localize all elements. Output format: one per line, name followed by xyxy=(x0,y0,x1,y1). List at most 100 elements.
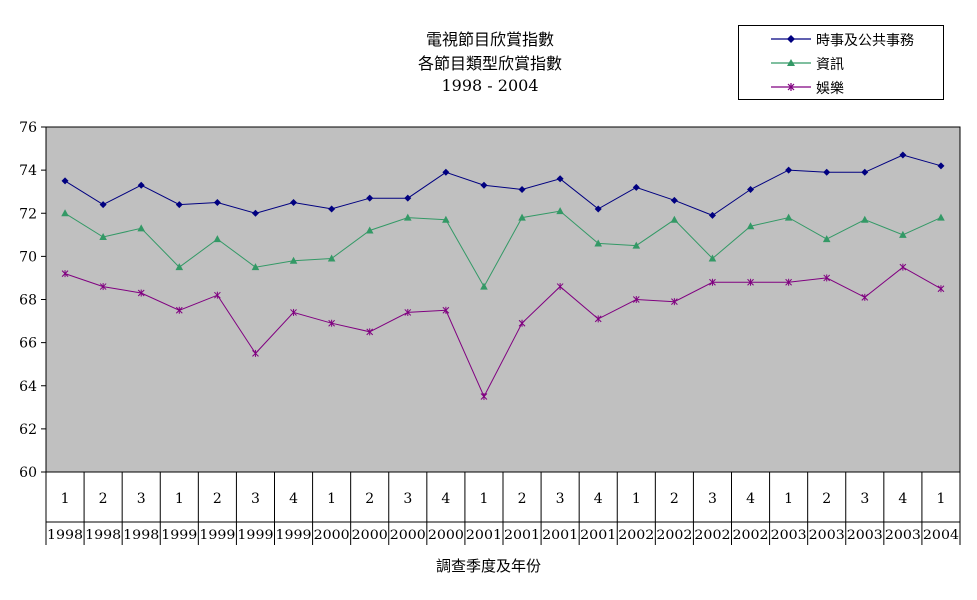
data-point-star xyxy=(899,263,907,271)
chart-title-line-1: 電視節目欣賞指數 xyxy=(425,30,554,49)
x-tick-label-quarter: 1 xyxy=(479,491,488,507)
chart-title-line-2: 各節目類型欣賞指數 xyxy=(417,54,562,73)
x-tick-label-quarter: 1 xyxy=(61,491,70,507)
data-point-triangle xyxy=(480,282,488,290)
y-tick-label: 62 xyxy=(19,422,37,438)
x-tick-label-quarter: 3 xyxy=(251,491,260,507)
data-point-diamond xyxy=(556,175,564,183)
data-point-diamond xyxy=(861,168,869,176)
x-tick-label-year: 2003 xyxy=(771,528,807,543)
x-tick-label-quarter: 3 xyxy=(556,491,565,507)
data-point-diamond xyxy=(899,151,907,159)
x-tick-label-year: 2000 xyxy=(314,528,350,543)
x-tick-label-year: 2000 xyxy=(428,528,464,543)
x-tick-label-year: 2001 xyxy=(542,528,578,543)
y-tick-label: 68 xyxy=(19,293,37,309)
legend-marker-diamond xyxy=(771,35,811,43)
x-tick-label-quarter: 4 xyxy=(898,491,907,507)
data-point-star xyxy=(632,296,640,303)
data-point-triangle xyxy=(670,215,679,223)
data-point-triangle xyxy=(99,232,107,240)
x-tick-label-quarter: 2 xyxy=(365,491,374,507)
x-tick-label-year: 2002 xyxy=(733,528,769,543)
y-tick-label: 70 xyxy=(19,249,37,265)
x-tick-label-quarter: 2 xyxy=(518,491,527,507)
legend: 時事及公共事務 資訊 娛樂 xyxy=(738,25,944,100)
data-point-diamond xyxy=(366,194,374,202)
data-point-diamond xyxy=(175,201,183,209)
data-point-star xyxy=(290,308,297,316)
data-point-star xyxy=(937,285,945,293)
x-tick-label-year: 1999 xyxy=(199,528,235,543)
x-tick-label-quarter: 1 xyxy=(936,491,945,507)
data-point-triangle xyxy=(289,256,298,264)
series-line-0 xyxy=(64,154,942,216)
x-tick-label-quarter: 4 xyxy=(594,491,603,507)
x-tick-label-year: 1998 xyxy=(47,528,83,543)
data-point-star xyxy=(61,270,69,278)
data-point-diamond xyxy=(594,205,602,213)
legend-label: 娛樂 xyxy=(816,81,844,97)
data-point-star xyxy=(175,306,183,314)
y-tick-label: 74 xyxy=(19,163,37,179)
legend-item-entertainment: 娛樂 xyxy=(739,76,943,98)
data-point-star xyxy=(214,291,221,299)
y-tick-label: 64 xyxy=(19,379,37,395)
data-point-star xyxy=(480,393,488,401)
data-point-triangle xyxy=(251,263,260,271)
x-tick-label-quarter: 1 xyxy=(632,491,641,507)
data-point-star xyxy=(328,319,335,327)
data-point-star xyxy=(785,278,792,286)
x-tick-label-year: 2003 xyxy=(809,528,845,543)
data-point-star xyxy=(594,315,602,323)
data-point-triangle xyxy=(632,241,641,249)
x-tick-label-quarter: 1 xyxy=(175,491,184,507)
x-tick-label-year: 2001 xyxy=(580,528,616,543)
chart-title-line-3: 1998 - 2004 xyxy=(441,76,539,95)
legend-item-information: 資訊 xyxy=(739,52,943,74)
data-point-star xyxy=(518,319,526,327)
data-point-triangle xyxy=(746,222,755,230)
data-point-diamond xyxy=(823,168,831,176)
x-tick-label-year: 1999 xyxy=(276,528,312,543)
x-tick-label-year: 2002 xyxy=(656,528,692,543)
x-tick-label-quarter: 3 xyxy=(137,491,146,507)
data-point-diamond xyxy=(137,181,145,189)
data-point-triangle xyxy=(556,207,564,215)
data-point-triangle xyxy=(61,209,69,217)
data-point-triangle xyxy=(784,213,793,221)
x-tick-label-quarter: 2 xyxy=(670,491,679,507)
data-point-triangle xyxy=(213,235,222,243)
data-point-triangle xyxy=(327,254,336,262)
x-tick-label-year: 1999 xyxy=(237,528,273,543)
data-point-triangle xyxy=(860,215,869,223)
x-tick-label-year: 2003 xyxy=(847,528,883,543)
data-point-star xyxy=(252,349,259,357)
x-tick-label-quarter: 1 xyxy=(784,491,793,507)
data-point-diamond xyxy=(785,166,793,174)
data-point-triangle xyxy=(937,213,945,221)
data-point-diamond xyxy=(404,194,412,202)
data-point-star xyxy=(556,283,564,291)
x-tick-label-quarter: 3 xyxy=(403,491,412,507)
x-tick-label-quarter: 3 xyxy=(860,491,869,507)
x-tick-label-quarter: 2 xyxy=(99,491,108,507)
x-tick-label-year: 2002 xyxy=(694,528,730,543)
x-tick-label-year: 2004 xyxy=(923,528,959,543)
data-point-star xyxy=(442,306,450,314)
x-tick-label-year: 1998 xyxy=(85,528,121,543)
x-tick-label-year: 1999 xyxy=(161,528,197,543)
data-point-star xyxy=(709,278,716,286)
legend-marker-triangle xyxy=(771,59,811,66)
legend-label: 時事及公共事務 xyxy=(816,33,914,49)
data-point-diamond xyxy=(747,186,755,194)
data-point-diamond xyxy=(61,177,69,185)
data-point-diamond xyxy=(937,162,945,170)
data-point-star xyxy=(823,274,831,282)
plot-background xyxy=(45,126,961,473)
data-point-triangle xyxy=(594,239,603,247)
data-point-triangle xyxy=(822,235,831,243)
series-line-1 xyxy=(64,210,942,288)
data-point-triangle xyxy=(403,213,412,221)
